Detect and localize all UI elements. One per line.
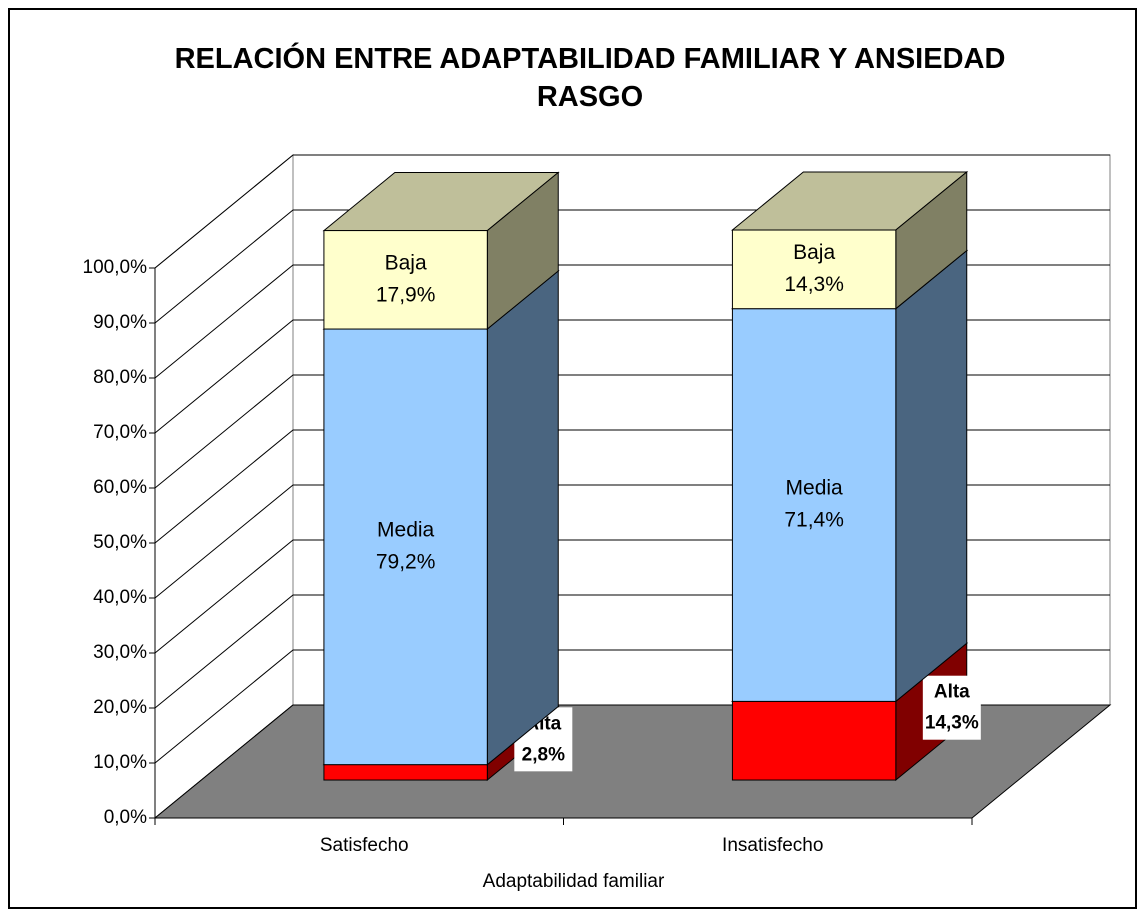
x-tick-label: Satisfecho — [320, 835, 409, 856]
data-label-name: Baja — [385, 251, 427, 274]
bar — [731, 308, 897, 702]
bar-side — [486, 269, 559, 766]
data-label: 14,3% — [784, 273, 844, 296]
data-label-name: Media — [377, 518, 435, 541]
y-tick-label: 0,0% — [104, 807, 147, 828]
data-label: 17,9% — [376, 283, 436, 306]
x-tick-label: Insatisfecho — [722, 835, 823, 856]
data-label: 79,2% — [376, 550, 436, 573]
y-tick-label: 100,0% — [83, 257, 148, 278]
x-axis-title: Adaptabilidad familiar — [483, 871, 665, 892]
data-label: 14,3% — [925, 713, 979, 734]
data-label-name: Baja — [793, 241, 835, 264]
bar — [323, 328, 488, 766]
data-label-name: Alta — [934, 682, 970, 703]
y-tick-label: 60,0% — [93, 477, 147, 498]
data-label-name: Media — [786, 477, 844, 500]
data-label: 71,4% — [784, 509, 844, 532]
y-tick-label: 10,0% — [93, 752, 147, 773]
y-tick-label: 40,0% — [93, 587, 147, 608]
y-tick-label: 80,0% — [93, 367, 147, 388]
grid-line — [154, 154, 1110, 269]
data-label-box — [922, 675, 981, 740]
bar — [731, 700, 897, 781]
bar-side — [895, 249, 968, 703]
bar — [323, 230, 488, 330]
y-tick-label: 70,0% — [93, 422, 147, 443]
bar — [731, 229, 897, 310]
data-label: 2,8% — [522, 744, 565, 765]
y-tick-label: 50,0% — [93, 532, 147, 553]
bar — [323, 764, 488, 781]
y-tick-label: 90,0% — [93, 312, 147, 333]
chart-title: RELACIÓN ENTRE ADAPTABILIDAD FAMILIAR Y … — [174, 43, 1006, 113]
y-tick-label: 30,0% — [93, 642, 147, 663]
y-tick-label: 20,0% — [93, 697, 147, 718]
